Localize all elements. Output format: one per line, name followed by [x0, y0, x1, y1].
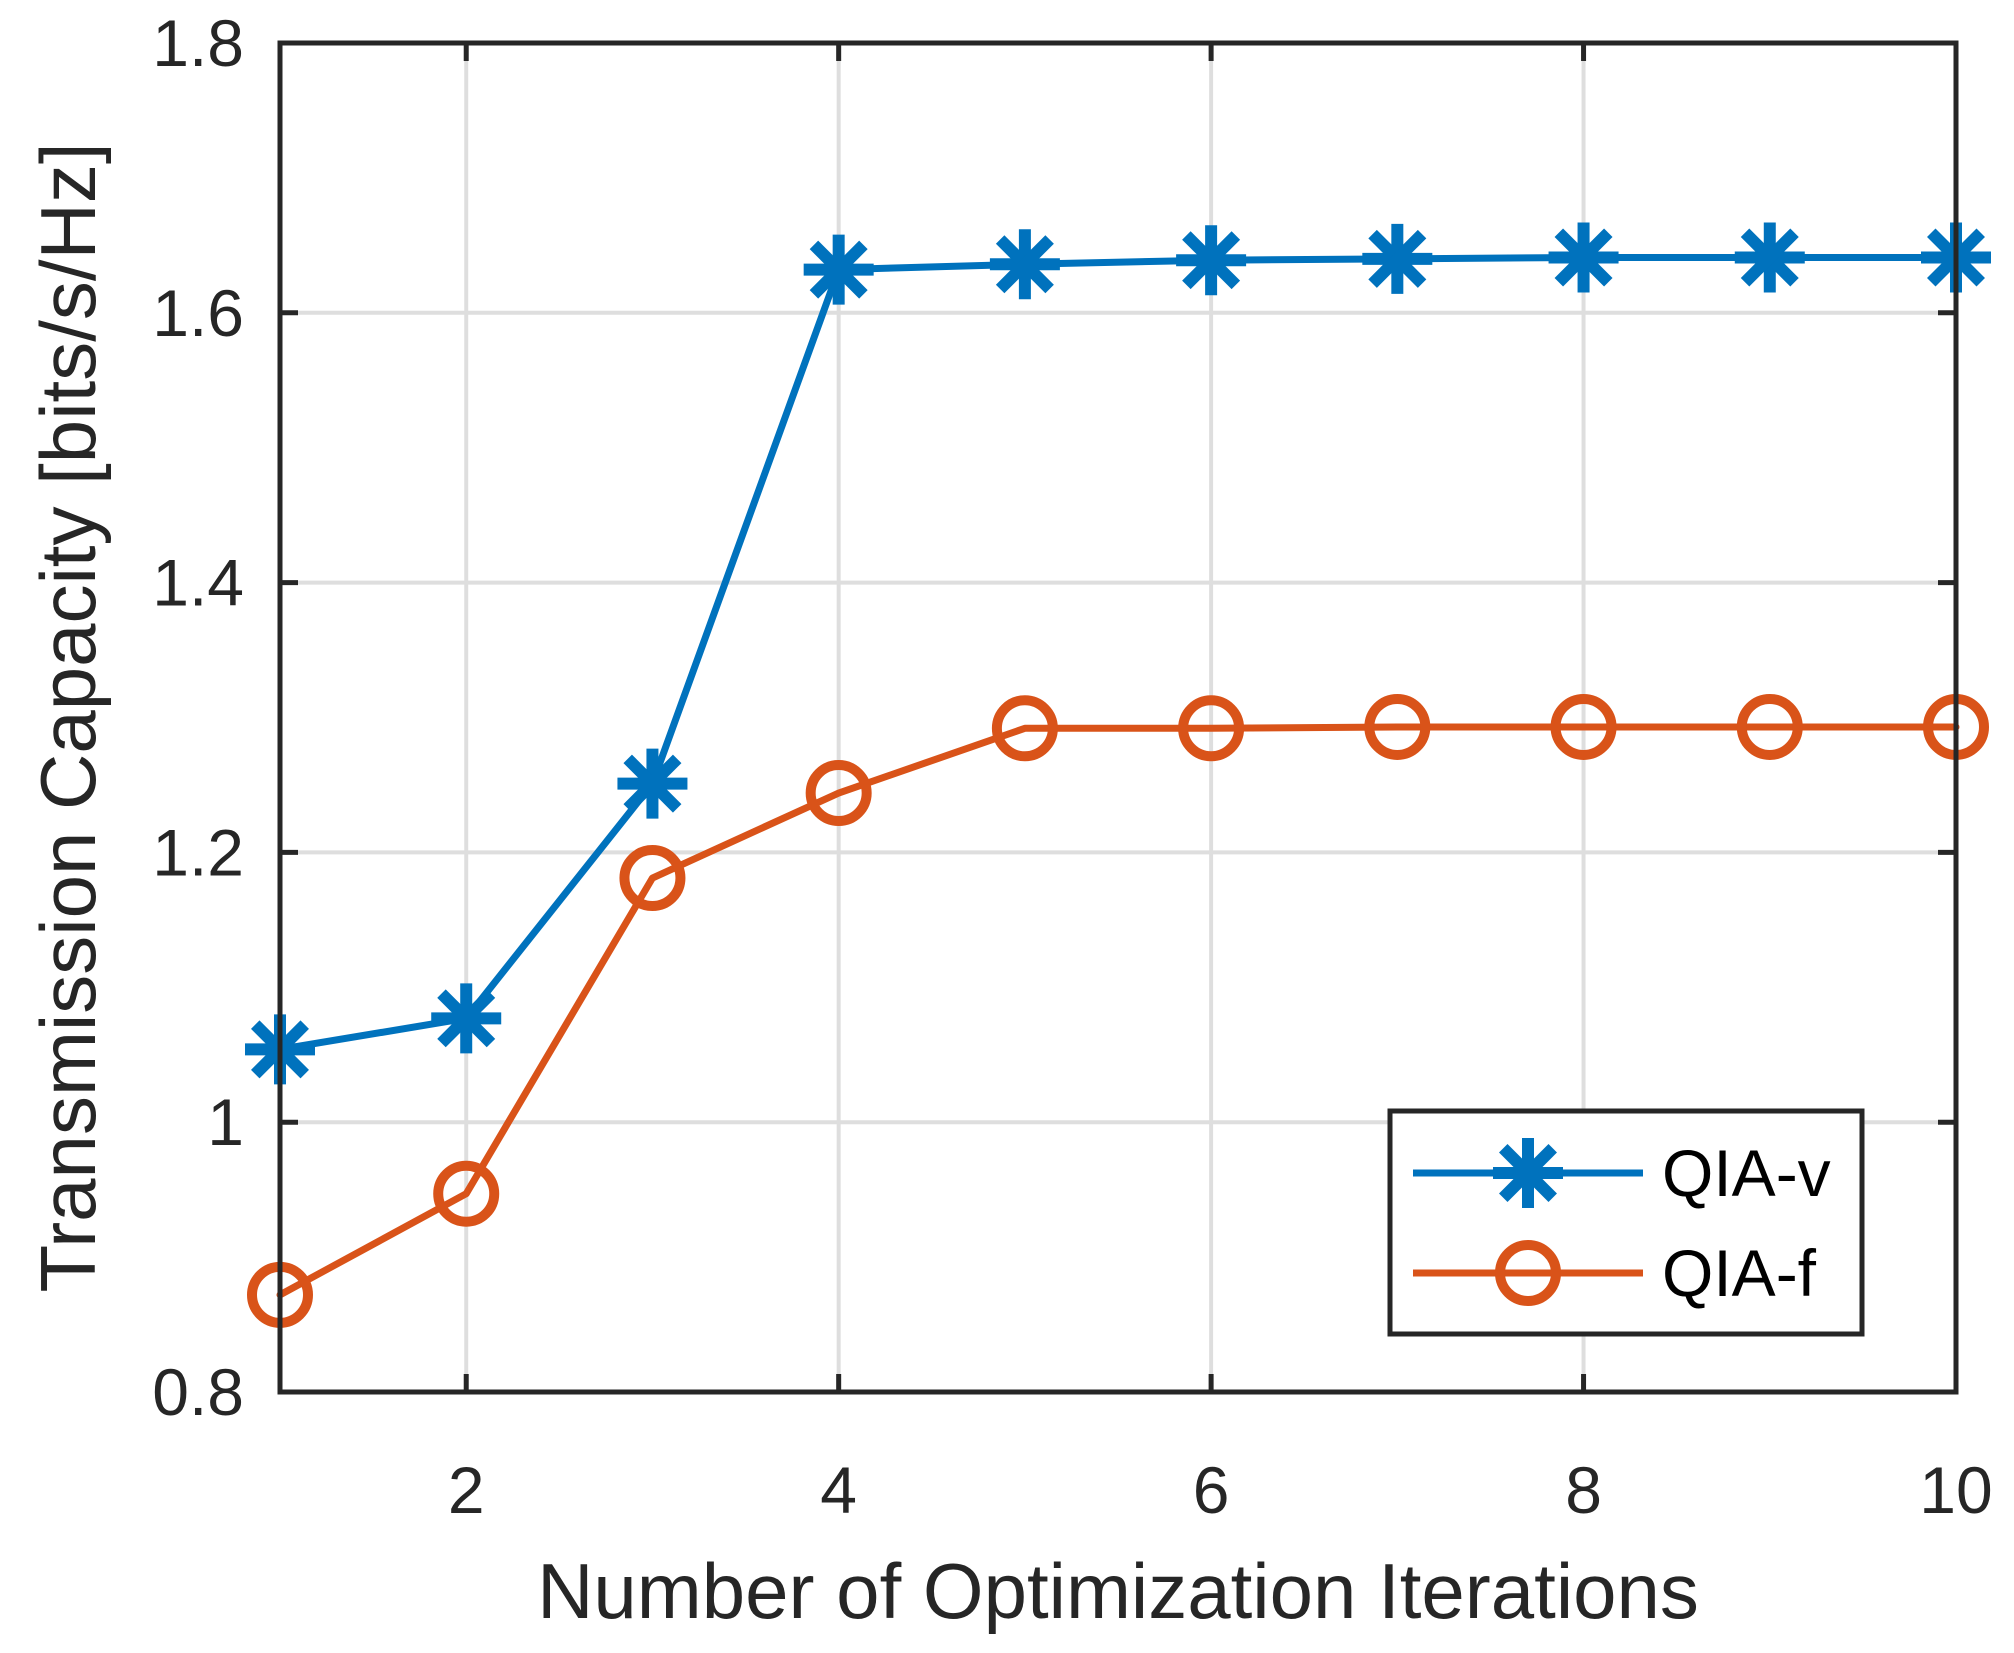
x-tick-label: 6 — [1193, 1453, 1230, 1527]
marker-circle — [1364, 693, 1431, 760]
x-tick-label: 10 — [1919, 1453, 1992, 1527]
legend-label: QIA-f — [1662, 1236, 1817, 1310]
legend-entry-QIA-f: QIA-f — [1413, 1236, 1817, 1310]
marker-asterisk — [617, 748, 688, 819]
y-tick-label: 1.6 — [152, 276, 244, 350]
marker-asterisk — [1734, 222, 1805, 293]
marker-asterisk — [989, 229, 1060, 300]
y-tick-label: 0.8 — [152, 1355, 244, 1429]
marker-asterisk — [1548, 222, 1619, 293]
marker-circle — [433, 1160, 500, 1227]
x-tick-label: 4 — [820, 1453, 857, 1527]
marker-asterisk — [803, 234, 874, 305]
marker-asterisk — [1362, 223, 1433, 294]
legend-box — [1387, 1108, 1865, 1337]
axes-box — [277, 40, 1959, 1395]
x-tick-label: 2 — [448, 1453, 485, 1527]
marker-asterisk — [1176, 225, 1247, 296]
marker-circle — [991, 695, 1058, 762]
marker-circle — [1736, 693, 1803, 760]
y-axis-label: Transmission Capacity [bits/s/Hz] — [24, 142, 112, 1292]
legend: QIA-v QIA-f — [1387, 1108, 1865, 1337]
x-axis-label: Number of Optimization Iterations — [537, 1547, 1699, 1635]
legend-entry-QIA-v: QIA-v — [1413, 1136, 1831, 1210]
series-line-QIA-f — [276, 723, 1960, 1299]
marker-asterisk — [1493, 1138, 1563, 1208]
marker-circle — [1178, 695, 1245, 762]
series-line-QIA-v — [276, 253, 1960, 1053]
x-tick-label: 8 — [1565, 1453, 1602, 1527]
y-tick-label: 1.4 — [152, 546, 244, 620]
series-QIA-v — [245, 222, 1991, 1085]
y-tick-label: 1.2 — [152, 815, 244, 889]
marker-circle — [1550, 693, 1617, 760]
marker-asterisk — [431, 983, 502, 1054]
y-tick-label: 1 — [207, 1085, 244, 1159]
marker-circle — [1495, 1240, 1561, 1306]
marker-circle — [805, 760, 872, 827]
y-tick-label: 1.8 — [152, 6, 244, 80]
marker-circle — [619, 845, 686, 912]
legend-label: QIA-v — [1662, 1136, 1831, 1210]
